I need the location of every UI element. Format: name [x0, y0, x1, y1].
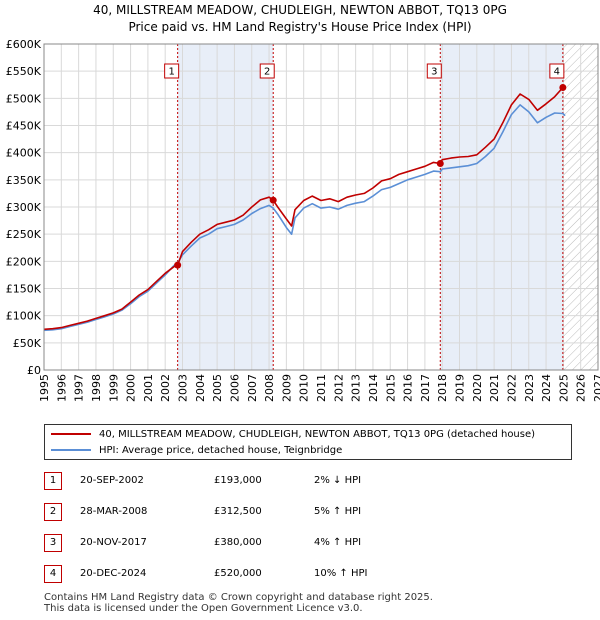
sale-price: £193,000 — [214, 475, 262, 486]
x-tick-label: 2023 — [523, 374, 536, 402]
footer-line1: Contains HM Land Registry data © Crown c… — [44, 592, 433, 603]
x-tick-label: 2004 — [194, 374, 207, 402]
y-tick-label: £600K — [6, 38, 42, 51]
sale-badge-label: 2 — [264, 67, 270, 78]
x-tick-label: 1995 — [38, 374, 51, 402]
legend-item-hpi: HPI: Average price, detached house, Teig… — [51, 443, 342, 459]
x-tick-label: 2009 — [280, 374, 293, 402]
x-tick-label: 2016 — [402, 374, 415, 402]
x-tick-label: 2017 — [419, 374, 432, 402]
y-tick-label: £0 — [27, 364, 41, 377]
x-tick-label: 2022 — [505, 374, 518, 402]
x-tick-label: 1998 — [90, 374, 103, 402]
sale-date: 28-MAR-2008 — [80, 506, 148, 517]
sale-badge: 2 — [44, 503, 62, 521]
sale-badge-box — [259, 63, 275, 79]
legend-label-hpi: HPI: Average price, detached house, Teig… — [99, 445, 343, 456]
chart-title-line1: 40, MILLSTREAM MEADOW, CHUDLEIGH, NEWTON… — [93, 3, 507, 17]
sale-hpi-diff: 10% ↑ HPI — [314, 568, 368, 579]
sale-price: £380,000 — [214, 537, 262, 548]
y-tick-label: £150K — [6, 283, 42, 296]
footer-line2: This data is licensed under the Open Gov… — [44, 603, 363, 614]
x-tick-label: 1999 — [107, 374, 120, 402]
footer-attribution: Contains HM Land Registry data © Crown c… — [44, 592, 433, 614]
x-tick-label: 2026 — [575, 374, 588, 402]
x-tick-label: 2008 — [263, 374, 276, 402]
x-tick-label: 2019 — [454, 374, 467, 402]
sale-point — [559, 83, 567, 91]
sale-badge-label: 4 — [554, 67, 560, 78]
legend-swatch-hpi — [51, 449, 91, 451]
price-chart: 1 2 3 4 £0 £50K £100K £150K £200K £250K £300K £350… — [6, 38, 600, 402]
y-tick-label: £50K — [13, 337, 42, 350]
sale-date: 20-SEP-2002 — [80, 475, 144, 486]
y-tick-label: £500K — [6, 92, 42, 105]
sale-point — [436, 160, 444, 168]
y-tick-label: £550K — [6, 65, 42, 78]
x-tick-label: 2018 — [436, 374, 449, 402]
x-tick-label: 2001 — [142, 374, 155, 402]
x-tick-label: 2025 — [557, 374, 570, 402]
x-tick-label: 2021 — [488, 374, 501, 402]
plot-frame — [43, 43, 599, 371]
x-tick-label: 2027 — [592, 374, 600, 402]
x-tick-label: 1996 — [55, 374, 68, 402]
sale-point — [174, 261, 182, 269]
sale-badge: 4 — [44, 565, 62, 583]
sale-price: £312,500 — [214, 506, 262, 517]
sale-badge: 3 — [44, 534, 62, 552]
sale-date: 20-NOV-2017 — [80, 537, 147, 548]
x-tick-label: 2013 — [350, 374, 363, 402]
legend: 40, MILLSTREAM MEADOW, CHUDLEIGH, NEWTON… — [44, 424, 572, 460]
property-price-line — [43, 85, 566, 331]
sale-badge-box — [164, 63, 180, 79]
sale-date: 20-DEC-2024 — [80, 568, 147, 579]
x-tick-label: 2020 — [471, 374, 484, 402]
y-tick-label: £200K — [6, 255, 42, 268]
sale-price: £520,000 — [214, 568, 262, 579]
y-tick-label: £100K — [6, 310, 42, 323]
sale-badge-label: 3 — [431, 67, 437, 78]
y-tick-label: £250K — [6, 228, 42, 241]
y-tick-label: £350K — [6, 174, 42, 187]
x-tick-label: 2024 — [540, 374, 553, 402]
sale-hpi-diff: 4% ↑ HPI — [314, 537, 362, 548]
x-tick-label: 1997 — [73, 374, 86, 402]
y-tick-label: £400K — [6, 147, 42, 160]
hpi-line — [43, 104, 566, 332]
legend-item-property: 40, MILLSTREAM MEADOW, CHUDLEIGH, NEWTON… — [51, 427, 535, 443]
x-tick-label: 2000 — [125, 374, 138, 402]
x-tick-label: 2015 — [384, 374, 397, 402]
x-tick-label: 2007 — [246, 374, 259, 402]
x-tick-label: 2005 — [211, 374, 224, 402]
legend-swatch-property — [51, 433, 91, 435]
legend-label-property: 40, MILLSTREAM MEADOW, CHUDLEIGH, NEWTON… — [99, 429, 536, 440]
sale-badge-label: 1 — [168, 67, 174, 78]
x-tick-label: 2003 — [177, 374, 190, 402]
x-tick-label: 2010 — [298, 374, 311, 402]
sale-badge-box — [426, 63, 442, 79]
sale-badge-box — [549, 63, 565, 79]
x-tick-label: 2006 — [228, 374, 241, 402]
chart-title-line2: Price paid vs. HM Land Registry's House … — [128, 20, 472, 34]
x-tick-label: 2002 — [159, 374, 172, 402]
y-tick-label: £300K — [6, 201, 42, 214]
chart-title: 40, MILLSTREAM MEADOW, CHUDLEIGH, NEWTON… — [0, 2, 600, 36]
x-tick-label: 2012 — [332, 374, 345, 402]
sale-hpi-diff: 5% ↑ HPI — [314, 506, 362, 517]
x-tick-label: 2011 — [315, 374, 328, 402]
sale-badge: 1 — [44, 472, 62, 490]
sale-point — [269, 196, 277, 204]
sale-hpi-diff: 2% ↓ HPI — [314, 475, 362, 486]
y-tick-label: £450K — [6, 120, 42, 133]
x-tick-label: 2014 — [367, 374, 380, 402]
